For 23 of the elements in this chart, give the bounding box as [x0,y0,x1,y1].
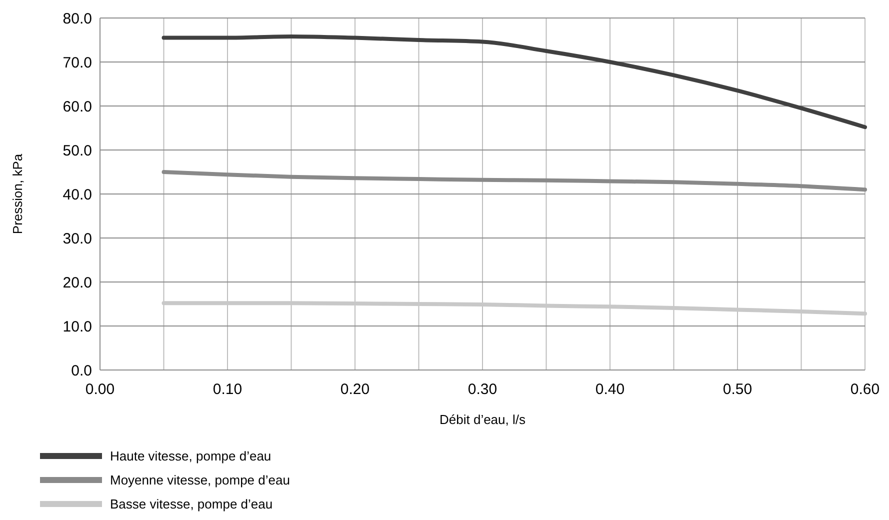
x-tick-label: 0.60 [850,381,880,398]
y-tick-label: 80.0 [62,10,92,28]
y-axis-title: Pression, kPa [10,153,25,234]
y-tick-label: 60.0 [62,98,92,116]
line-series [162,170,867,192]
legend-label: Moyenne vitesse, pompe d’eau [110,472,290,488]
y-tick-label: 40.0 [62,186,92,204]
y-tick-label: 20.0 [62,274,92,292]
x-tick-label: 0.50 [722,381,752,398]
legend-label: Haute vitesse, pompe d’eau [110,448,272,464]
x-tick-label: 0.40 [595,381,625,398]
x-tick-label: 0.20 [340,381,370,398]
x-tick-label: 0.30 [468,381,498,398]
x-tick-label: 0.10 [212,381,242,398]
line-series [162,34,867,130]
x-axis-title: Débit d’eau, l/s [440,412,526,427]
legend-label: Basse vitesse, pompe d’eau [110,496,273,512]
x-tick-label: 0.00 [85,381,115,398]
y-tick-label: 0.0 [71,362,92,380]
y-tick-label: 50.0 [62,142,92,160]
y-tick-label: 10.0 [62,318,92,336]
y-tick-label: 70.0 [62,54,92,72]
y-tick-label: 30.0 [62,230,92,248]
